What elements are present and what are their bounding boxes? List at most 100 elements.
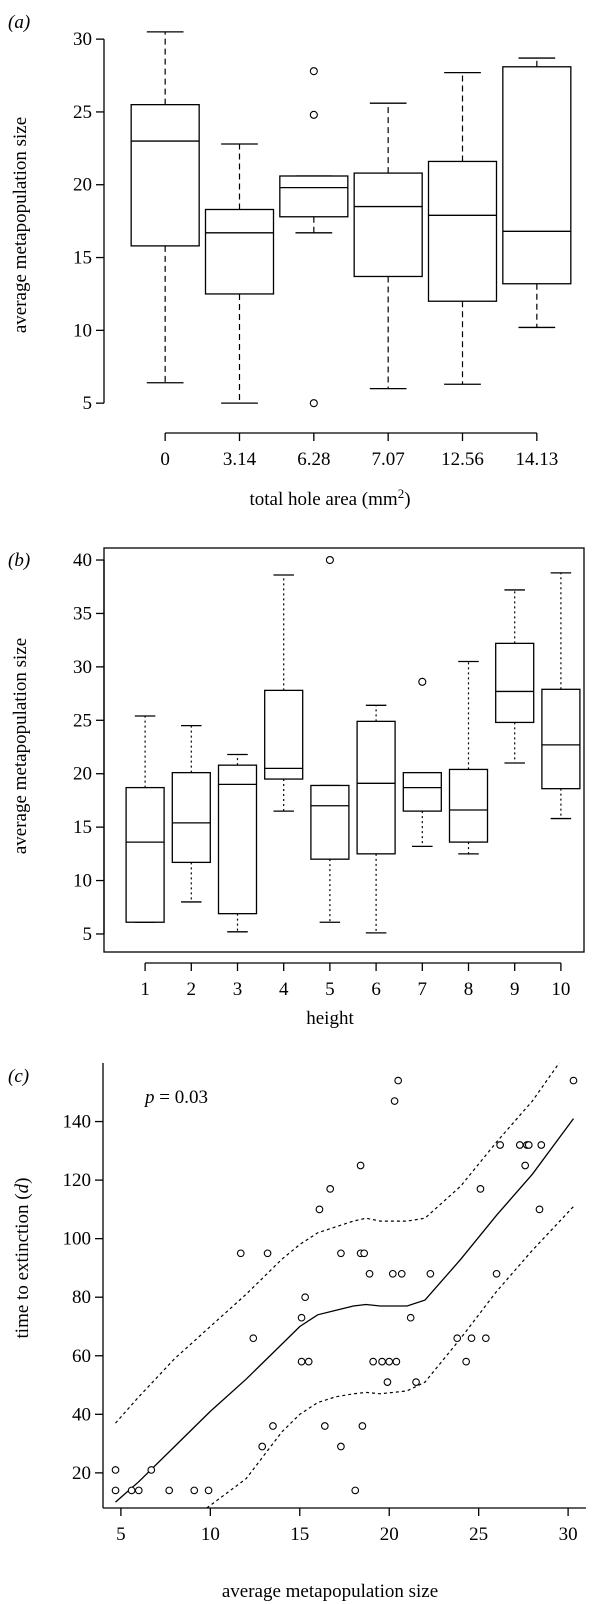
panel-c-point xyxy=(269,1422,277,1430)
panel-c-x-tick-label: 25 xyxy=(469,1524,488,1545)
panel-b-box xyxy=(264,689,304,780)
panel-a-x-tick-label: 0 xyxy=(160,449,170,470)
panel-a-outlier xyxy=(309,399,318,408)
panel-c-point xyxy=(190,1486,199,1495)
panel-a-y-tick-label: 15 xyxy=(73,248,92,269)
panel-b-outlier xyxy=(325,555,334,565)
panel-a-box xyxy=(502,66,572,285)
panel-c-point xyxy=(297,1313,306,1322)
panel-a-xlabel: total hole area (mm2) xyxy=(249,486,410,510)
panel-c-point xyxy=(453,1334,462,1343)
panel-c-point xyxy=(337,1442,345,1451)
panel-c-x-tick-label: 30 xyxy=(559,1524,578,1545)
panel-c-point xyxy=(412,1378,420,1386)
panel-c-point xyxy=(476,1185,485,1193)
panel-b-y-tick-label: 20 xyxy=(73,764,92,785)
panel-a-x-tick-label: 14.13 xyxy=(515,449,558,470)
panel-a-box xyxy=(204,208,275,295)
panel-c-y-tick-label: 60 xyxy=(72,1346,91,1367)
panel-b-ylabel: average metapopulation size xyxy=(10,638,31,854)
panel-c-point xyxy=(378,1357,386,1366)
panel-b-y-tick-label: 40 xyxy=(73,550,92,571)
panel-c-y-tick-label: 40 xyxy=(72,1404,91,1425)
panel-b-outlier xyxy=(418,677,427,686)
panel-b-label: (b) xyxy=(8,550,30,571)
panel-c-point xyxy=(524,1141,533,1149)
panel-c-y-tick-label: 20 xyxy=(72,1463,91,1484)
panel-c-point xyxy=(535,1205,544,1214)
panel-a-outlier xyxy=(309,110,318,119)
panel-a-ylabel: average metapopulation size xyxy=(10,117,31,333)
panel-b-box xyxy=(310,784,350,860)
panel-b-x-tick-label: 1 xyxy=(140,979,150,1000)
panel-c-point xyxy=(127,1486,136,1495)
panel-b-y-tick-label: 15 xyxy=(73,817,92,838)
panel-b: (b) average metapopulation size height 5… xyxy=(8,547,585,1029)
panel-c-point xyxy=(496,1141,504,1149)
panel-c-point xyxy=(337,1249,345,1258)
panel-b-xlabel: height xyxy=(306,1008,354,1029)
panel-a-outlier xyxy=(309,67,318,76)
panel-c-point xyxy=(365,1269,374,1278)
panel-c-point xyxy=(111,1466,120,1474)
panel-c-point xyxy=(304,1357,313,1366)
panel-c-point xyxy=(236,1249,245,1258)
panel-b-box xyxy=(402,771,442,812)
panel-a-box xyxy=(279,175,349,218)
panel-a: (a) average metapopulation size total ho… xyxy=(8,12,572,510)
panel-b-y-tick-label: 35 xyxy=(73,603,92,624)
panel-c-point xyxy=(394,1076,403,1085)
panel-b-x-tick-label: 3 xyxy=(233,979,243,1000)
panel-c-x-tick-label: 10 xyxy=(201,1524,220,1545)
panel-c-point xyxy=(204,1486,213,1495)
panel-c-point xyxy=(397,1269,406,1278)
panel-c-point xyxy=(111,1486,120,1495)
panel-c-point xyxy=(360,1249,369,1258)
panel-c: (c) time to extinction (d) average metap… xyxy=(8,1062,586,1602)
panel-c-point xyxy=(165,1486,174,1495)
panel-a-y-tick-label: 25 xyxy=(73,102,92,123)
panel-c-x-tick-label: 20 xyxy=(380,1524,399,1545)
panel-b-box xyxy=(495,642,535,724)
panel-c-point xyxy=(569,1076,578,1085)
panel-c-point xyxy=(263,1249,272,1258)
panel-c-point xyxy=(467,1334,476,1343)
panel-c-point xyxy=(326,1185,335,1193)
panel-c-point xyxy=(301,1293,309,1302)
panel-c-point xyxy=(249,1334,258,1343)
panel-b-x-tick-label: 7 xyxy=(418,979,428,1000)
panel-b-x-tick-label: 2 xyxy=(187,979,197,1000)
panel-c-lower-confidence-band xyxy=(206,1206,574,1509)
panel-c-point xyxy=(390,1097,399,1105)
panel-c-point xyxy=(369,1357,377,1366)
panel-b-x-tick-label: 5 xyxy=(325,979,335,1000)
panel-c-label: (c) xyxy=(8,1066,29,1087)
panel-c-point xyxy=(521,1161,530,1170)
panel-c-y-tick-label: 100 xyxy=(63,1229,92,1250)
panel-b-x-tick-label: 4 xyxy=(279,979,289,1000)
panel-a-plot: 5 10 15 20 25 30 0 3.14 6.28 7.07 12.56 14.13 xyxy=(73,29,572,470)
panel-c-point xyxy=(356,1161,365,1170)
panel-c-xlabel: average metapopulation size xyxy=(222,1581,438,1602)
panel-b-x-tick-label: 6 xyxy=(371,979,381,1000)
panel-c-y-tick-label: 140 xyxy=(63,1112,92,1133)
panel-b-box xyxy=(541,688,581,790)
panel-b-y-tick-label: 25 xyxy=(73,710,92,731)
panel-b-frame xyxy=(103,547,585,953)
panel-a-box xyxy=(130,103,200,247)
panel-c-point xyxy=(320,1422,329,1430)
panel-b-box xyxy=(171,771,211,864)
p-value-annotation: p = 0.03 xyxy=(143,1087,208,1108)
panel-a-box xyxy=(427,160,498,302)
panel-c-point xyxy=(358,1422,367,1430)
panel-c-point xyxy=(297,1357,306,1366)
panel-b-box xyxy=(448,768,489,843)
panel-c-point xyxy=(537,1141,546,1149)
panel-c-point xyxy=(406,1313,415,1322)
panel-b-x-tick-label: 10 xyxy=(551,979,570,1000)
panel-c-smooth-fit-line xyxy=(115,1118,575,1503)
panel-c-point xyxy=(392,1357,401,1366)
panel-a-x-tick-label: 12.56 xyxy=(441,449,484,470)
panel-b-plot: 5 10 15 20 25 30 35 40 1 2 3 4 5 6 7 8 9 10 xyxy=(73,547,585,1000)
